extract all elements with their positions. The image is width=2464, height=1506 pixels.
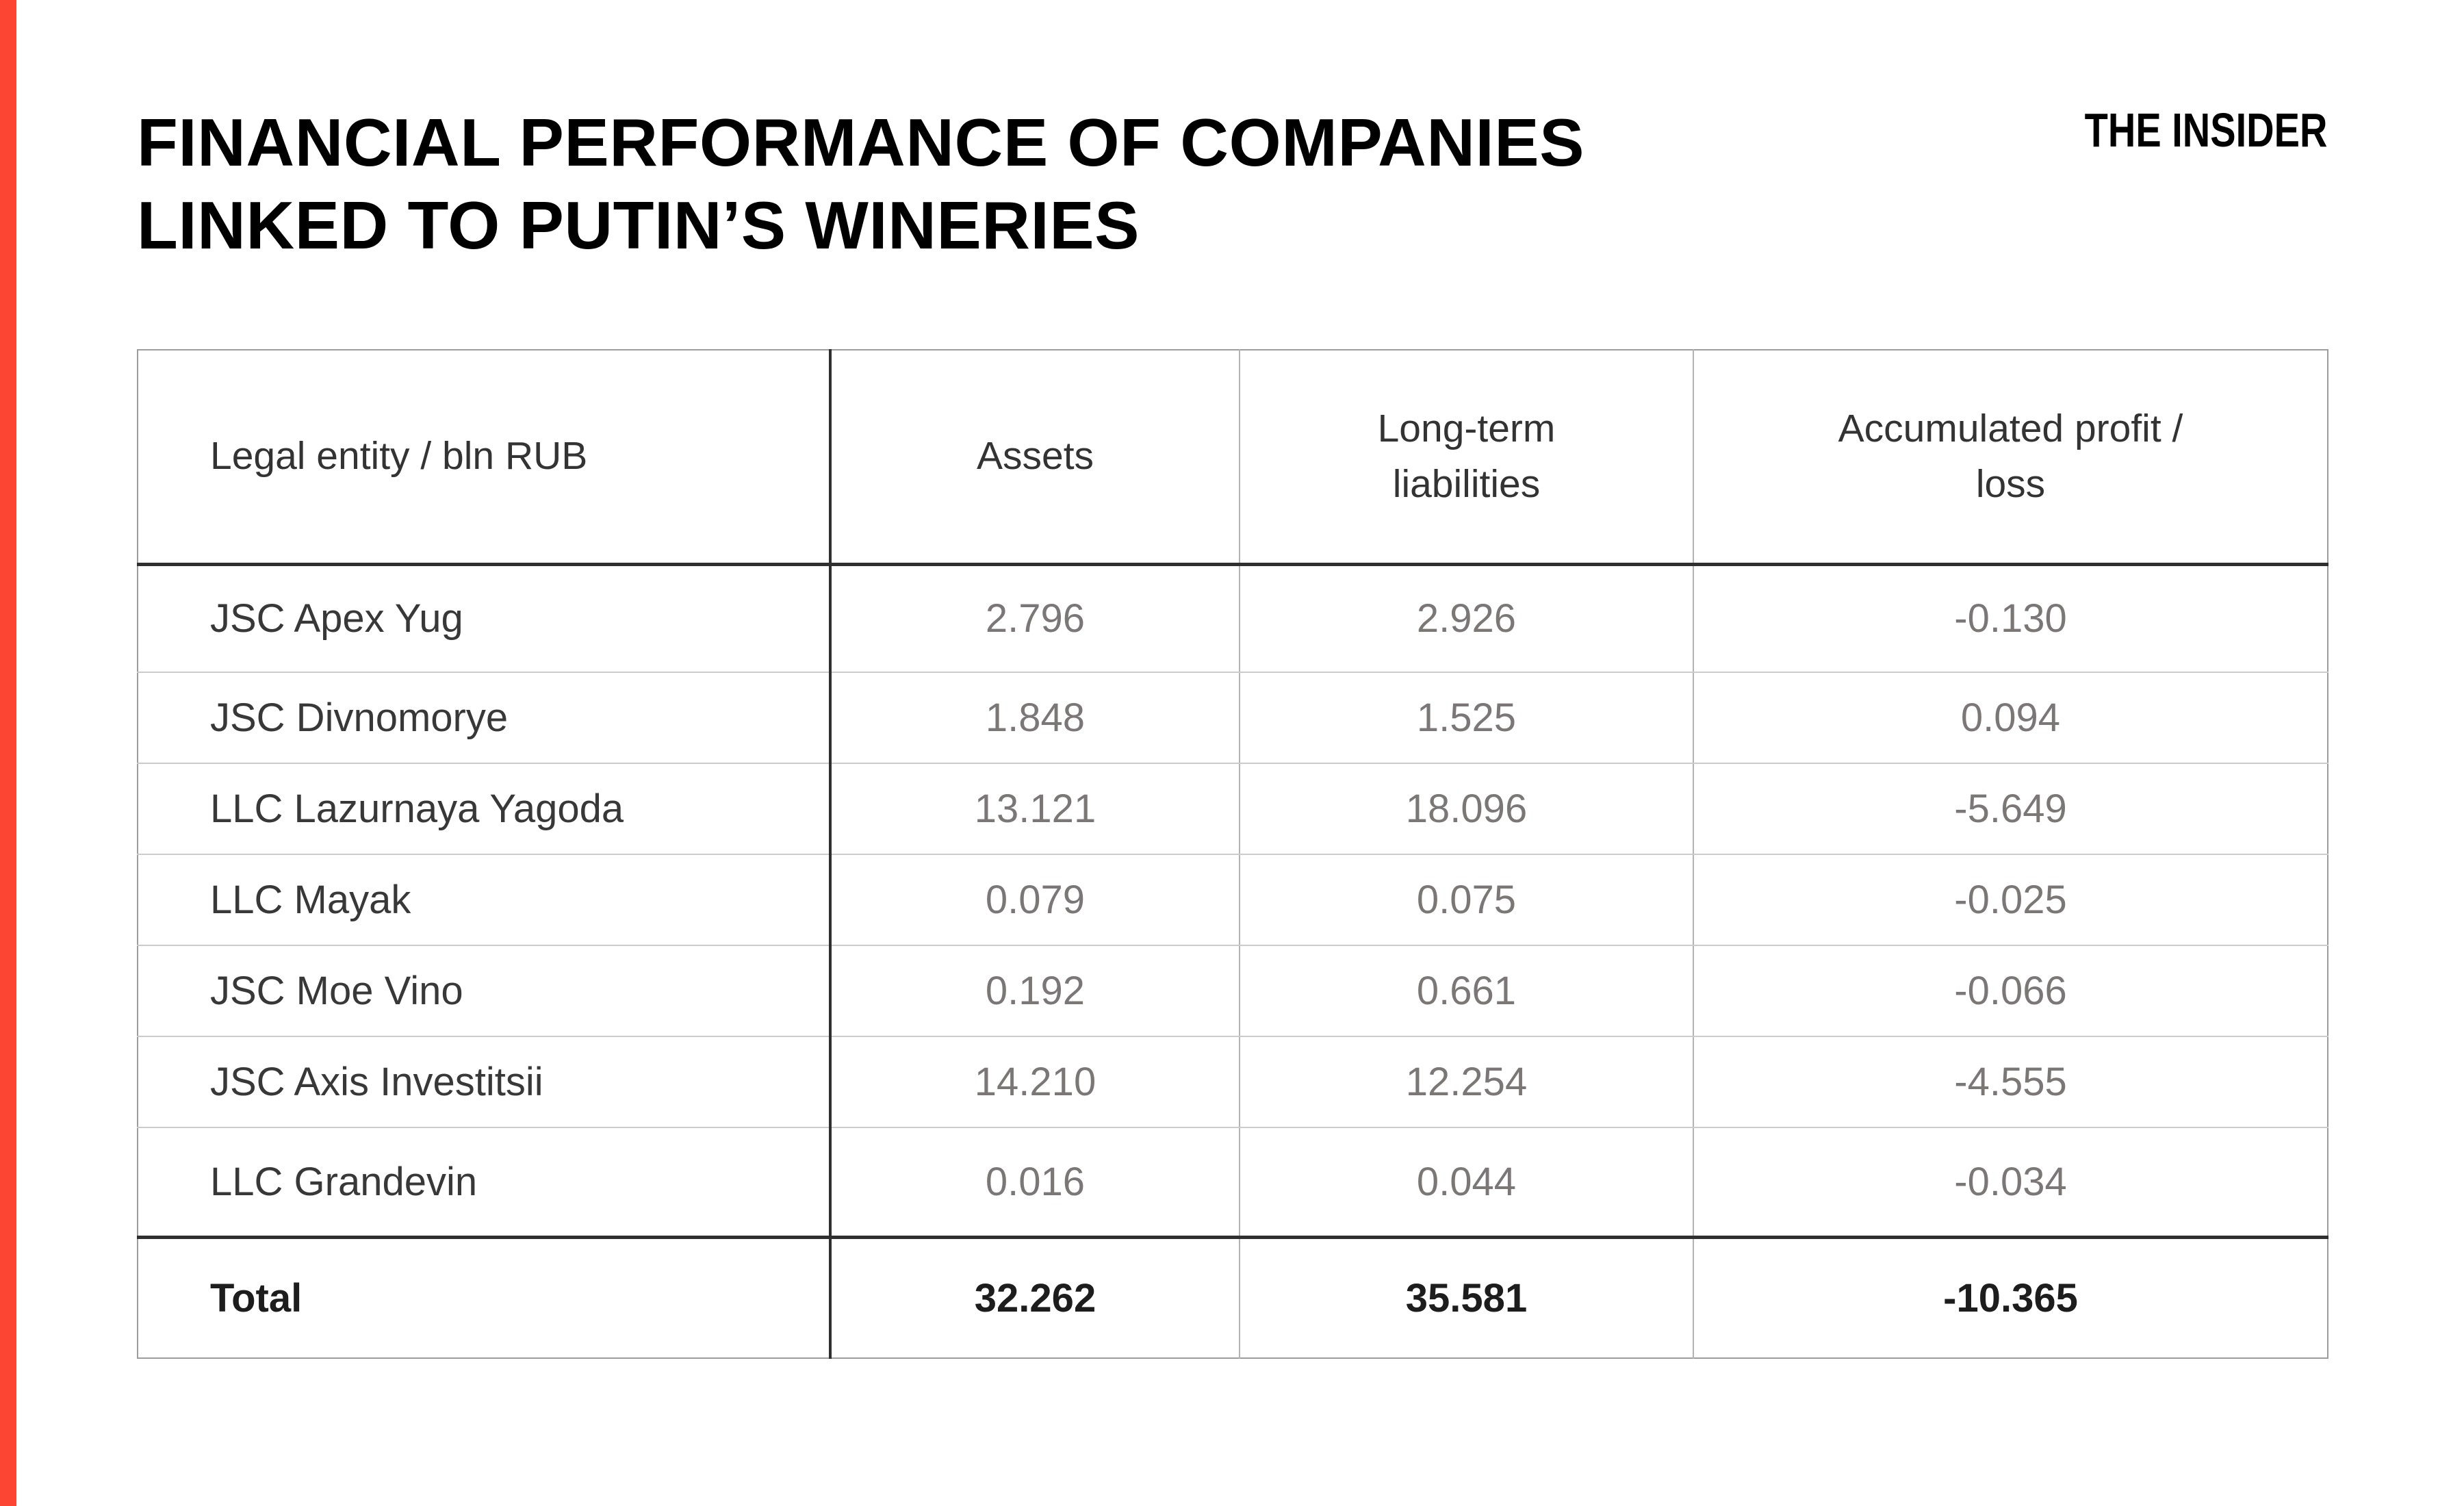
assets-cell: 13.121 [830,763,1240,855]
entity-cell: JSC Divnomorye [138,672,832,764]
profit-cell: -0.025 [1693,854,2328,946]
assets-cell: 14.210 [830,1036,1240,1128]
total-row: Total 32.262 35.581 -10.365 [138,1237,2328,1358]
assets-cell: 0.016 [830,1127,1240,1239]
profit-cell: -0.066 [1693,945,2328,1037]
page-title-line1: FINANCIAL PERFORMANCE OF COMPANIES [137,105,1584,180]
entity-cell: JSC Moe Vino [138,945,832,1037]
accent-bar [0,0,16,1506]
assets-cell: 0.192 [830,945,1240,1037]
table-row: JSC Divnomorye 1.848 1.525 0.094 [138,672,2328,764]
column-header-assets: Assets [830,350,1240,566]
table-row: JSC Axis Investitsii 14.210 12.254 -4.55… [138,1036,2328,1128]
header-row: Legal entity / bln RUB Assets Long-term … [138,350,2328,566]
column-header-legal-entity: Legal entity / bln RUB [138,350,832,566]
column-header-accumulated-profit-loss: Accumulated profit / loss [1693,350,2328,566]
table-header: Legal entity / bln RUB Assets Long-term … [138,350,2328,566]
entity-cell: LLC Lazurnaya Yagoda [138,763,832,855]
table-footer: Total 32.262 35.581 -10.365 [138,1237,2328,1358]
table-row: JSC Moe Vino 0.192 0.661 -0.066 [138,945,2328,1037]
liabilities-cell: 0.661 [1240,945,1694,1037]
liabilities-cell: 2.926 [1240,564,1694,673]
total-liabilities: 35.581 [1240,1237,1694,1358]
table-row: LLC Lazurnaya Yagoda 13.121 18.096 -5.64… [138,763,2328,855]
liabilities-cell: 18.096 [1240,763,1694,855]
page-title: FINANCIAL PERFORMANCE OF COMPANIES LINKE… [137,101,1584,267]
entity-cell: JSC Axis Investitsii [138,1036,832,1128]
table-row: LLC Mayak 0.079 0.075 -0.025 [138,854,2328,946]
financials-table: Legal entity / bln RUB Assets Long-term … [137,349,2328,1359]
profit-cell: -0.130 [1693,564,2328,673]
entity-cell: LLC Mayak [138,854,832,946]
page-title-line2: LINKED TO PUTIN’S WINERIES [137,188,1140,263]
table-row: JSC Apex Yug 2.796 2.926 -0.130 [138,564,2328,673]
the-insider-logo: THE INSIDER [2084,103,2327,157]
table-body: JSC Apex Yug 2.796 2.926 -0.130 JSC Divn… [138,564,2328,1239]
liabilities-cell: 1.525 [1240,672,1694,764]
liabilities-cell: 0.044 [1240,1127,1694,1239]
table-row: LLC Grandevin 0.016 0.044 -0.034 [138,1127,2328,1239]
profit-cell: -0.034 [1693,1127,2328,1239]
entity-cell: LLC Grandevin [138,1127,832,1239]
profit-cell: -5.649 [1693,763,2328,855]
entity-cell: JSC Apex Yug [138,564,832,673]
assets-cell: 1.848 [830,672,1240,764]
total-profit: -10.365 [1943,1275,2078,1320]
assets-cell: 0.079 [830,854,1240,946]
profit-cell: -4.555 [1693,1036,2328,1128]
liabilities-cell: 12.254 [1240,1036,1694,1128]
total-assets: 32.262 [830,1237,1240,1358]
liabilities-cell: 0.075 [1240,854,1694,946]
profit-cell: 0.094 [1693,672,2328,764]
assets-cell: 2.796 [830,564,1240,673]
total-label: Total [138,1237,832,1358]
column-header-long-term-liabilities: Long-term liabilities [1240,350,1694,566]
